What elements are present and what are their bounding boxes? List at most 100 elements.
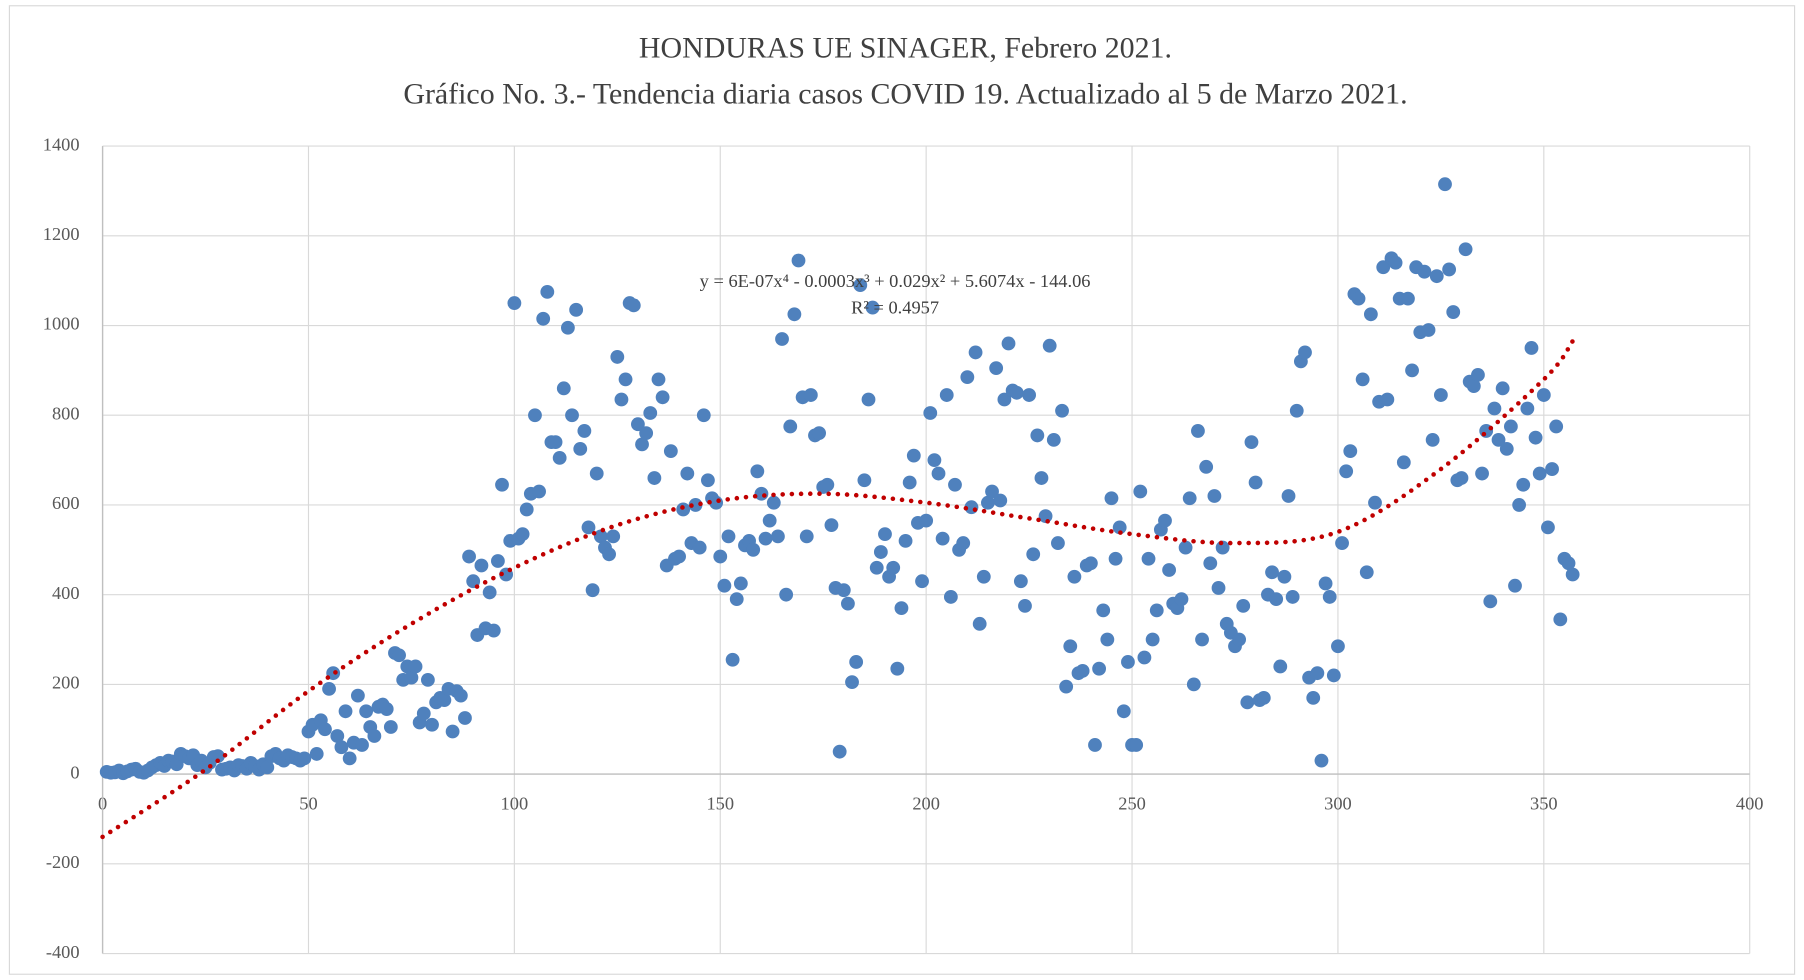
point — [841, 596, 855, 611]
point — [614, 392, 629, 407]
point — [379, 702, 394, 716]
point — [1182, 491, 1197, 506]
point — [626, 298, 641, 313]
point — [260, 760, 275, 775]
point — [927, 453, 942, 467]
point — [1059, 679, 1074, 694]
point — [865, 300, 880, 315]
point — [1487, 401, 1502, 416]
point — [972, 616, 987, 631]
point — [1442, 262, 1457, 277]
point — [1018, 598, 1032, 613]
point — [1454, 471, 1469, 485]
point — [1051, 536, 1065, 550]
point — [791, 253, 806, 268]
point — [1553, 612, 1568, 627]
point — [758, 531, 773, 546]
point — [857, 473, 872, 488]
point — [1083, 556, 1098, 571]
point — [771, 529, 785, 544]
point — [688, 498, 703, 512]
point — [1466, 379, 1481, 393]
point — [824, 518, 839, 533]
point — [445, 724, 460, 739]
point — [1141, 551, 1156, 566]
point — [556, 381, 571, 396]
point — [1549, 419, 1564, 434]
point — [886, 560, 901, 575]
point — [799, 529, 814, 544]
point — [602, 547, 616, 562]
point — [1503, 419, 1518, 434]
point — [1137, 650, 1152, 665]
point — [1285, 590, 1300, 604]
point — [1376, 260, 1391, 275]
point — [1520, 401, 1535, 416]
point — [878, 527, 892, 542]
point — [1092, 661, 1107, 676]
point — [1034, 471, 1049, 485]
point — [725, 652, 740, 667]
point — [1265, 565, 1279, 580]
point — [490, 554, 505, 568]
point — [713, 549, 728, 564]
y-tick-label: 600 — [52, 493, 80, 513]
point — [1211, 581, 1226, 595]
point — [1042, 338, 1057, 353]
point — [989, 361, 1004, 376]
point — [536, 311, 551, 326]
point — [960, 370, 975, 385]
point — [565, 408, 579, 423]
point — [894, 601, 909, 616]
point — [453, 688, 468, 703]
point — [1100, 632, 1115, 647]
point — [519, 502, 534, 517]
point — [1281, 489, 1296, 503]
point — [1396, 455, 1411, 470]
point — [1343, 444, 1358, 459]
point — [593, 529, 608, 544]
y-tick-label: 1000 — [43, 314, 80, 334]
point — [1149, 603, 1164, 618]
point — [873, 545, 888, 559]
point — [1104, 491, 1119, 506]
point — [1380, 392, 1395, 407]
point — [367, 729, 382, 743]
point — [474, 558, 489, 573]
point — [350, 688, 365, 703]
point — [898, 533, 913, 548]
point — [729, 592, 744, 607]
point — [569, 302, 584, 317]
y-tick-label: 800 — [52, 403, 80, 423]
point — [1499, 441, 1514, 456]
point — [1055, 403, 1069, 418]
point — [1067, 569, 1082, 584]
point — [1195, 632, 1209, 647]
point — [1013, 574, 1028, 589]
point — [585, 583, 600, 598]
point — [692, 540, 707, 555]
point — [1199, 459, 1214, 474]
point — [1388, 255, 1403, 270]
point — [956, 536, 971, 550]
y-tick-label: 1200 — [43, 224, 80, 244]
point — [1158, 513, 1172, 528]
point — [482, 585, 497, 600]
point — [923, 406, 938, 420]
point — [1145, 632, 1160, 647]
point — [1335, 536, 1349, 550]
point — [1421, 323, 1436, 337]
point — [766, 495, 781, 510]
point — [1162, 563, 1177, 577]
point — [322, 681, 336, 696]
point — [1359, 565, 1374, 580]
point — [915, 574, 929, 589]
point — [1236, 598, 1251, 613]
point — [1429, 269, 1444, 284]
point — [663, 444, 678, 459]
y-tick-label: 0 — [70, 762, 79, 782]
trendline — [100, 338, 1575, 840]
x-tick-label: 300 — [1324, 793, 1352, 813]
point — [775, 332, 789, 346]
point — [631, 417, 645, 432]
